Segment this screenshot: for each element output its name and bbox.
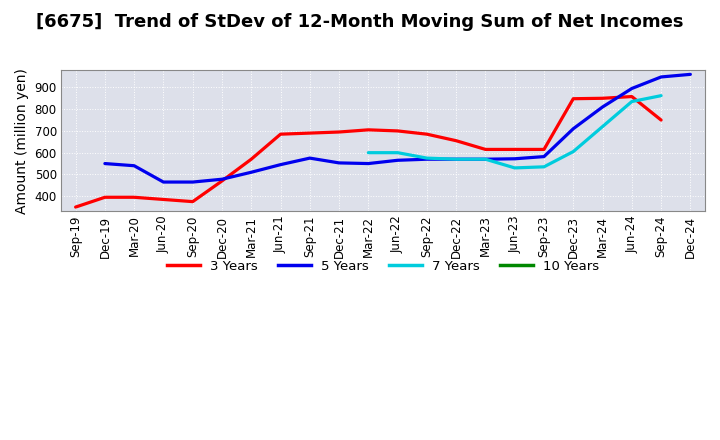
Y-axis label: Amount (million yen): Amount (million yen) [15, 68, 29, 214]
Text: [6675]  Trend of StDev of 12-Month Moving Sum of Net Incomes: [6675] Trend of StDev of 12-Month Moving… [36, 13, 684, 31]
Legend: 3 Years, 5 Years, 7 Years, 10 Years: 3 Years, 5 Years, 7 Years, 10 Years [161, 255, 605, 279]
